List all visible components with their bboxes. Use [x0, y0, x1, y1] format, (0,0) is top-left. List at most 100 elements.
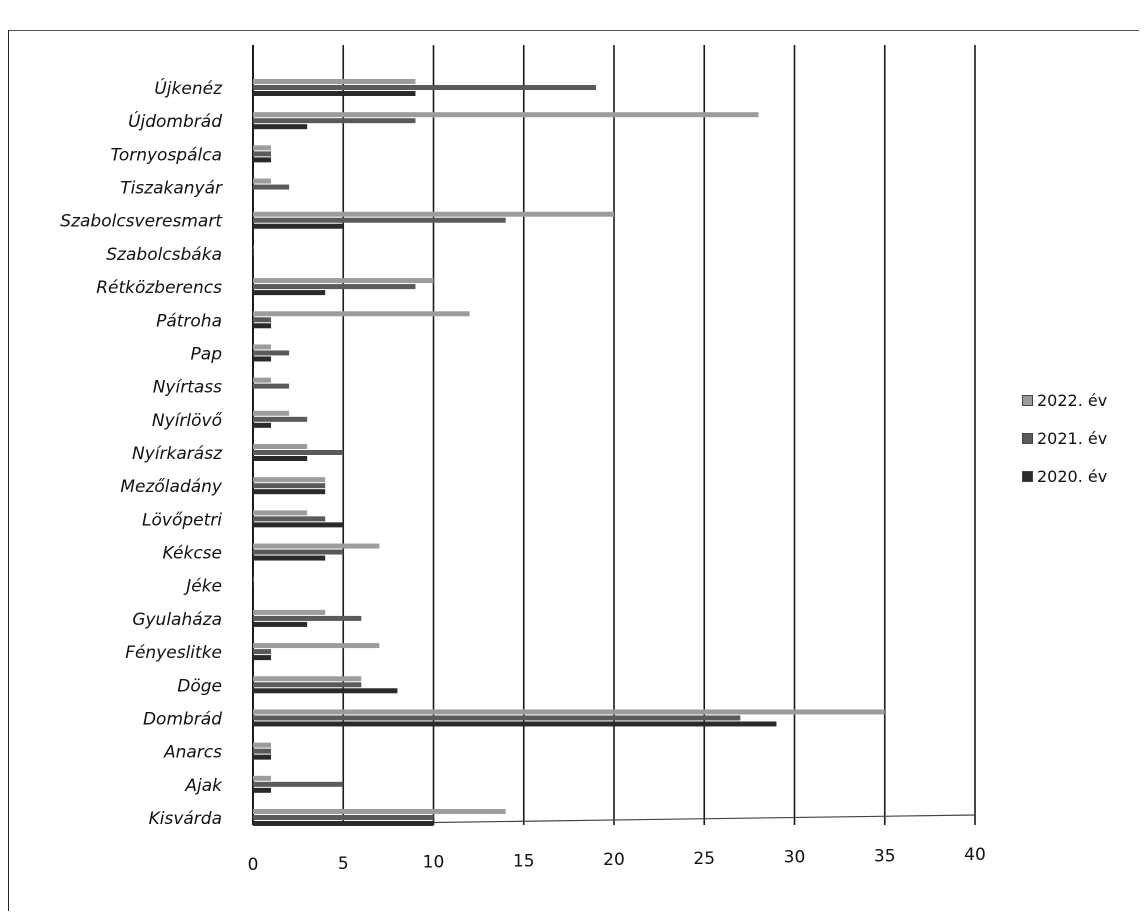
category-label: Nyírkarász [132, 444, 223, 464]
bar [253, 781, 344, 787]
bar [253, 317, 272, 323]
bar [253, 450, 344, 455]
bar [253, 609, 326, 615]
bar [253, 422, 272, 428]
category-label: Tornyospálca [111, 145, 222, 165]
bar [253, 256, 254, 262]
bar [253, 389, 254, 395]
bar [253, 124, 308, 130]
category-label: Anarcs [163, 743, 222, 763]
bar [253, 787, 272, 793]
bar [253, 582, 254, 588]
bar [253, 184, 290, 190]
legend-item: 2020. év [1022, 461, 1107, 491]
bar [253, 748, 272, 754]
bar [253, 410, 290, 416]
bar [253, 244, 254, 250]
category-label: Dombrád [143, 709, 222, 729]
category-label: Fényeslitke [125, 643, 222, 663]
bar [253, 775, 272, 781]
bar [253, 178, 272, 184]
category-label: Újdombrád [128, 110, 222, 132]
bar [253, 344, 272, 350]
category-label: Tiszakanyár [120, 179, 223, 199]
bar [253, 615, 362, 621]
category-label: Gyulaháza [132, 610, 222, 630]
bar [253, 721, 777, 727]
bar [253, 821, 434, 826]
x-tick-label: 25 [693, 849, 715, 869]
bar [253, 211, 614, 217]
x-tick-label: 40 [964, 845, 986, 865]
category-label: Kékcse [162, 544, 222, 564]
bar [253, 477, 326, 483]
bar [253, 323, 272, 329]
category-label: Nyírlövő [152, 411, 223, 431]
bar [253, 145, 272, 151]
category-label: Nyírtass [153, 378, 222, 398]
bar [253, 510, 308, 516]
bar [253, 516, 326, 522]
bar [253, 157, 272, 163]
category-label: Rétközberencs [96, 278, 222, 298]
bar [253, 676, 362, 682]
bar [253, 649, 272, 655]
bar [253, 290, 326, 296]
legend-label: 2021. év [1037, 428, 1108, 448]
bar [253, 190, 254, 196]
bar [253, 377, 272, 383]
bar [253, 555, 326, 561]
bar [253, 250, 254, 256]
bar [253, 809, 506, 814]
bar [253, 223, 344, 229]
x-tick-label: 35 [874, 846, 896, 866]
bar [253, 278, 434, 284]
bar [253, 715, 741, 721]
category-label: Mezőladány [120, 477, 223, 497]
bar [253, 709, 885, 715]
bar [253, 682, 362, 688]
bar [253, 85, 596, 90]
chart-frame [8, 30, 1139, 911]
x-tick-label: 20 [603, 850, 625, 870]
bar [253, 483, 326, 489]
bar [253, 311, 470, 317]
bar [253, 456, 308, 461]
bar [253, 151, 272, 157]
bar [253, 549, 344, 555]
bar [253, 383, 290, 389]
category-label: Szabolcsveresmart [60, 212, 223, 232]
category-label: Újkenéz [154, 77, 223, 99]
bar [253, 643, 380, 649]
bar [253, 588, 254, 594]
category-label: Lövőpetri [142, 510, 222, 530]
legend-label: 2022. év [1037, 390, 1108, 410]
bar [253, 444, 308, 449]
bar [253, 522, 344, 528]
bar [253, 118, 416, 124]
category-label: Jéke [183, 577, 222, 597]
bar [253, 754, 272, 760]
category-label: Pap [191, 344, 223, 364]
bar [253, 112, 759, 118]
bar [253, 356, 272, 362]
legend-swatch [1022, 394, 1033, 406]
bar [253, 543, 380, 549]
bar [253, 217, 506, 223]
legend-label: 2020. év [1037, 466, 1108, 486]
bar [253, 91, 416, 96]
bar [253, 742, 272, 748]
legend-swatch [1022, 432, 1033, 444]
bar [253, 416, 308, 422]
bar [253, 576, 254, 582]
bar [253, 688, 398, 694]
category-label: Pátroha [156, 311, 222, 331]
category-label: Ajak [184, 776, 223, 796]
bar [253, 815, 434, 820]
x-tick-label: 0 [248, 855, 259, 875]
x-tick-label: 15 [513, 851, 535, 871]
legend: 2022. év 2021. év 2020. év [1022, 385, 1107, 499]
bar [253, 655, 272, 661]
bar [253, 489, 326, 495]
